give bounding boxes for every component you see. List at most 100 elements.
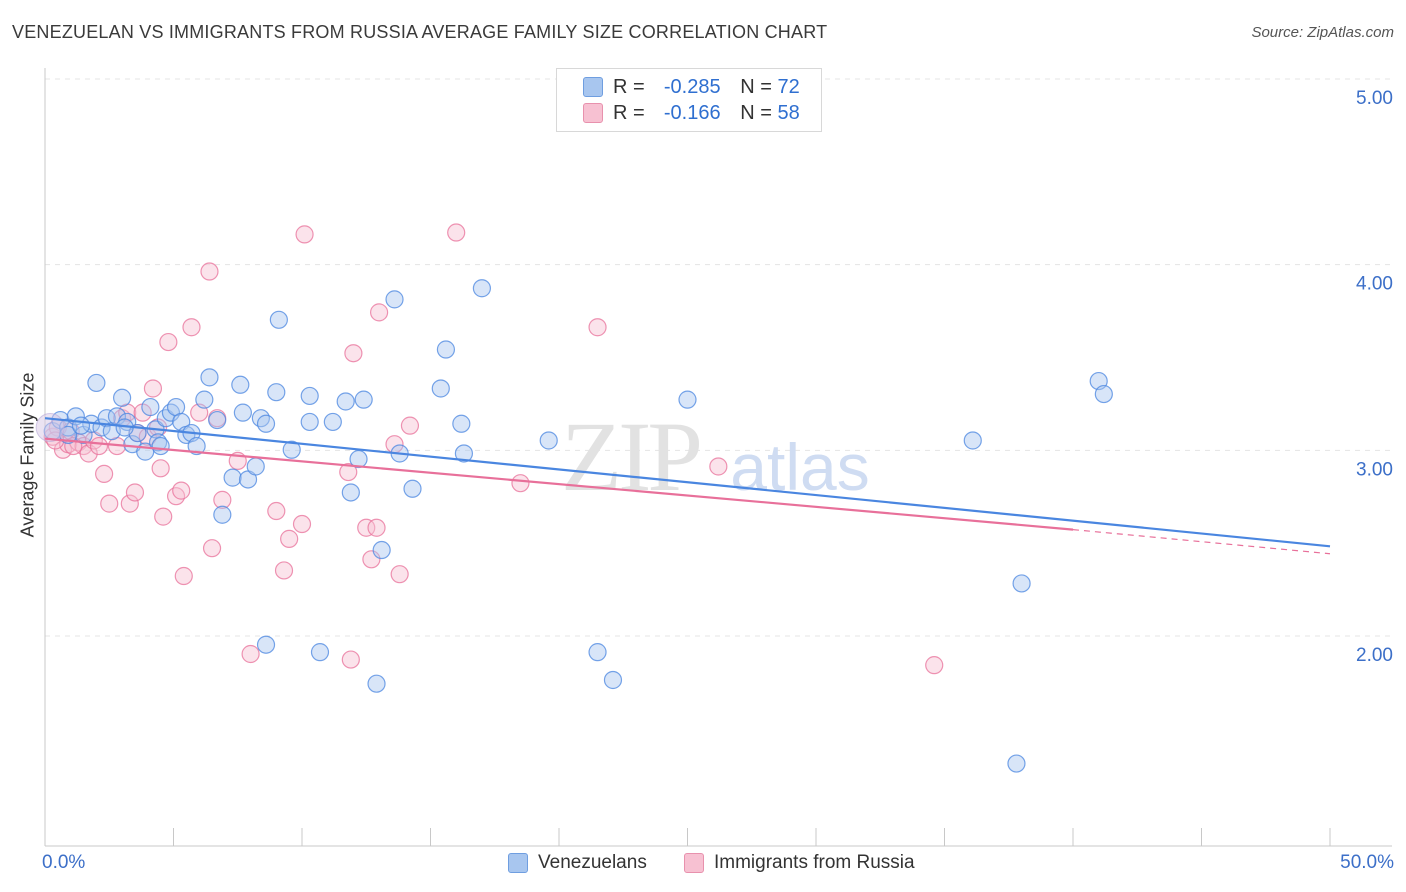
legend-row-russia: R = -0.166 N = 58 [583, 101, 800, 125]
legend-swatch-venezuelans [508, 853, 528, 873]
legend-n-label: N = [740, 75, 772, 98]
legend-item-venezuelans: Venezuelans [508, 852, 647, 874]
data-point [208, 410, 227, 430]
legend-swatch-russia [583, 103, 603, 123]
data-point [372, 540, 391, 560]
data-point [367, 518, 386, 537]
data-point [282, 440, 301, 459]
watermark-zip: ZIP [561, 401, 699, 512]
data-point [452, 414, 471, 433]
data-point [403, 479, 422, 498]
data-point [339, 462, 358, 482]
data-point [213, 490, 232, 509]
data-point [233, 403, 252, 422]
data-point [1094, 384, 1113, 404]
legend-r-value: -0.166 [663, 101, 721, 124]
data-point [431, 379, 450, 398]
trend-lines [44, 417, 1331, 555]
data-point [454, 444, 474, 463]
data-point [267, 383, 286, 402]
data-point [95, 464, 114, 484]
data-point [125, 483, 145, 502]
data-point [241, 644, 260, 664]
data-point [223, 468, 242, 487]
data-point [588, 643, 607, 662]
data-point [200, 368, 219, 387]
watermark: ZIP atlas [561, 401, 870, 512]
data-point [400, 416, 420, 435]
legend-label-russia: Immigrants from Russia [714, 852, 915, 873]
legend-row-venezuelans: R = -0.285 N = 72 [583, 75, 800, 99]
data-point [336, 392, 355, 411]
data-point [251, 409, 270, 428]
data-point [166, 487, 186, 506]
data-point [362, 550, 381, 569]
legend-label-venezuelans: Venezuelans [538, 852, 647, 873]
data-point [390, 565, 409, 584]
data-point [1007, 754, 1026, 773]
data-point [71, 416, 91, 435]
y-tick-label: 2.00 [1356, 645, 1393, 666]
data-point [344, 344, 363, 363]
data-point [100, 494, 119, 513]
data-point [274, 561, 294, 580]
data-point [354, 390, 373, 409]
data-point [120, 494, 139, 513]
stats-legend: R = -0.285 N = 72 R = -0.166 N = 58 [556, 68, 822, 132]
data-point [156, 409, 175, 428]
y-tick-labels: 2.00 3.00 4.00 5.00 [1356, 88, 1393, 666]
data-point [195, 390, 214, 409]
grid-lines [45, 78, 1392, 637]
data-point [295, 225, 314, 244]
data-point [182, 318, 201, 337]
axes [44, 68, 1392, 847]
data-point [151, 459, 170, 478]
data-point [678, 390, 697, 409]
data-point [174, 566, 193, 586]
data-point [202, 539, 222, 558]
y-axis-label: Average Family Size [17, 372, 38, 538]
legend-swatch-russia [684, 853, 704, 873]
data-point [256, 414, 276, 433]
data-point [436, 340, 456, 359]
data-point [925, 656, 944, 675]
legend-r-label: R = [613, 75, 645, 98]
data-point [511, 474, 530, 493]
data-point [200, 262, 219, 281]
source-label: Source: ZipAtlas.com [1251, 24, 1394, 41]
data-point [603, 670, 623, 690]
data-point [709, 457, 728, 476]
chart-title: VENEZUELAN VS IMMIGRANTS FROM RUSSIA AVE… [12, 22, 828, 42]
x-min-label: 0.0% [42, 852, 86, 873]
data-point [141, 397, 160, 417]
legend-n-value: 72 [777, 75, 800, 98]
legend-r-value: -0.285 [663, 75, 721, 98]
data-point [172, 481, 191, 500]
data-point [87, 373, 106, 393]
data-point [112, 388, 132, 407]
data-point [447, 223, 466, 242]
data-point [269, 310, 288, 329]
x-max-label: 50.0% [1340, 852, 1394, 873]
data-point [367, 674, 386, 693]
legend-swatch-venezuelans [583, 77, 603, 97]
data-point [357, 518, 376, 537]
data-point [300, 412, 319, 432]
data-point [280, 529, 299, 548]
data-point [151, 436, 170, 456]
data-point [213, 505, 232, 524]
data-point [154, 507, 173, 526]
y-tick-label: 4.00 [1356, 274, 1393, 295]
legend-r-label: R = [613, 101, 645, 124]
legend-item-russia: Immigrants from Russia [684, 852, 915, 874]
data-point [159, 332, 178, 352]
legend-n-label: N = [740, 101, 772, 124]
data-point [267, 501, 286, 521]
data-point [310, 643, 330, 662]
data-point [341, 650, 360, 669]
trend-line [44, 437, 1074, 531]
y-tick-label: 3.00 [1356, 459, 1393, 480]
data-point [341, 483, 360, 502]
data-point [370, 303, 389, 322]
data-point [161, 403, 181, 422]
